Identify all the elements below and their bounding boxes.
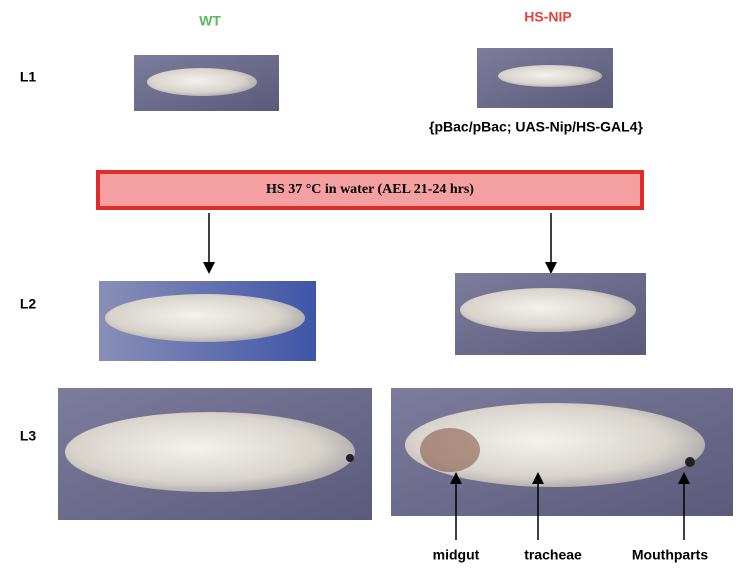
- annotation: Mouthparts: [632, 547, 708, 563]
- hsnip-header: HS-NIP: [524, 9, 571, 25]
- l1-wt-image: [134, 55, 279, 111]
- genotype: {pBac/pBac; UAS-Nip/HS-GAL4}: [429, 119, 643, 135]
- l3-hsnip-image: [391, 388, 733, 516]
- wt-header: WT: [199, 13, 221, 29]
- row-label: L2: [20, 296, 37, 312]
- annotation: tracheae: [524, 547, 582, 563]
- treatment-label: HS 37 °C in water (AEL 21-24 hrs): [266, 182, 474, 197]
- treatment-box: [96, 170, 644, 210]
- l1-hsnip-image: [477, 48, 613, 108]
- annotation: midgut: [433, 547, 480, 563]
- row-label: L1: [20, 69, 37, 85]
- l3-wt-image: [58, 388, 372, 520]
- l2-hsnip-image: [455, 273, 646, 355]
- row-label: L3: [20, 428, 37, 444]
- l2-wt-image: [99, 281, 316, 361]
